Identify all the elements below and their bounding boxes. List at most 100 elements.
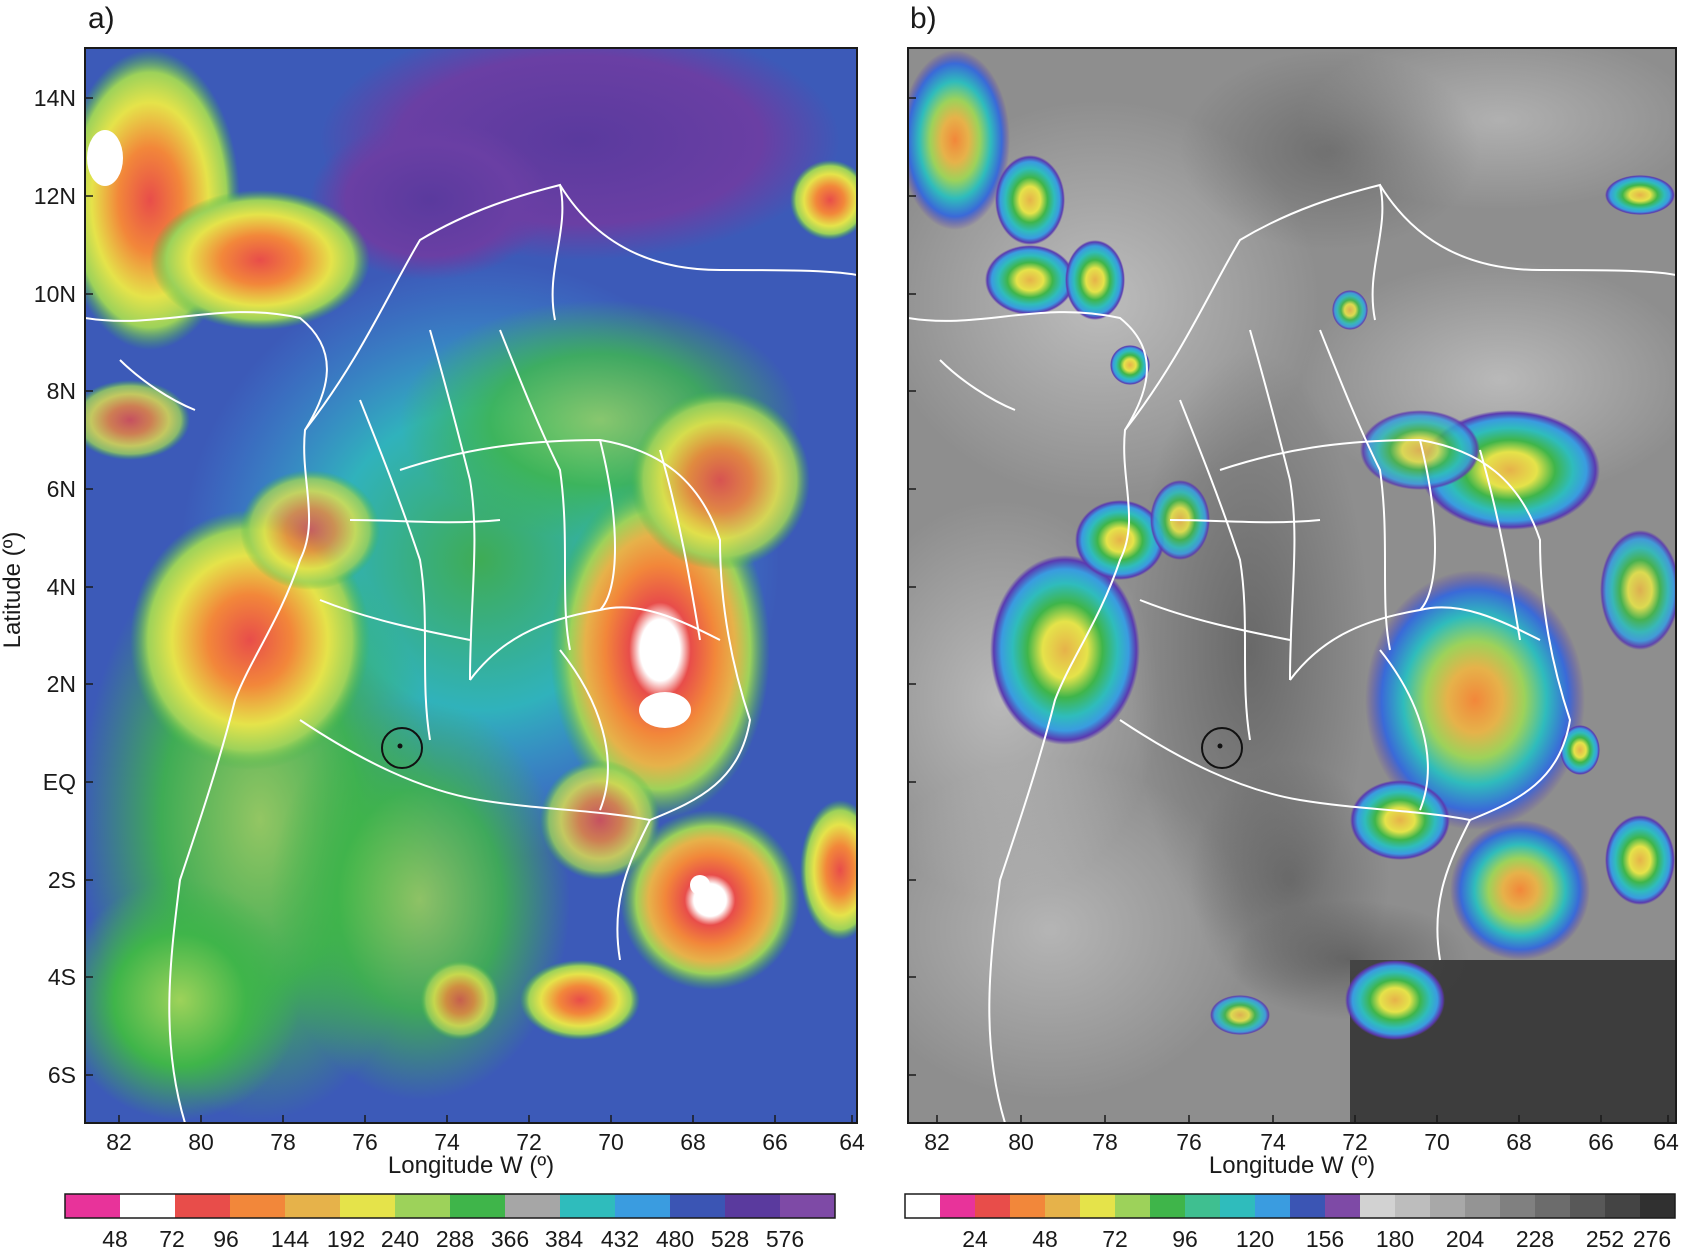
panel-b-colorbar-swatches [905, 1194, 1675, 1218]
colorbar-swatch [230, 1194, 285, 1218]
panel-b-location-dot [1217, 743, 1223, 749]
colorbar-swatch [1395, 1194, 1430, 1218]
panel-a-ytick-label: 2S [48, 867, 76, 893]
panel-a-xtick-label: 74 [434, 1129, 460, 1155]
panel-a-ytick-label: 12N [34, 183, 76, 209]
colorbar-swatch [1010, 1194, 1045, 1218]
panel-a-ytick-label: 10N [34, 281, 76, 307]
panel-a-colorbar-label: 576 [766, 1226, 804, 1249]
colorbar-swatch [1290, 1194, 1325, 1218]
panel-b-xtick-label: 66 [1588, 1129, 1614, 1155]
panel-a-ytick-label: 2N [47, 671, 76, 697]
panel-a-colorbar-label: 144 [271, 1226, 310, 1249]
colorbar-swatch [65, 1194, 120, 1218]
panel-a-colorbar-label: 192 [327, 1226, 365, 1249]
panel-a-tag: a) [88, 2, 115, 35]
panel-b-colorbar-label: 228 [1516, 1226, 1554, 1249]
panel-a-colorbar-label: 240 [381, 1226, 419, 1249]
colorbar-swatch [285, 1194, 340, 1218]
panel-a-colorbar-label: 96 [213, 1226, 239, 1249]
colorbar-swatch [780, 1194, 835, 1218]
colorbar-swatch [395, 1194, 450, 1218]
panel-a-xtick-label: 82 [106, 1129, 132, 1155]
colorbar-swatch [1430, 1194, 1465, 1218]
colorbar-swatch [1640, 1194, 1675, 1218]
panel-a-xtick-label: 66 [762, 1129, 788, 1155]
panel-a-colorbar-label: 384 [545, 1226, 584, 1249]
colorbar-swatch [615, 1194, 670, 1218]
colorbar-swatch [505, 1194, 560, 1218]
colorbar-swatch [1570, 1194, 1605, 1218]
panel-b-xtick-label: 70 [1424, 1129, 1450, 1155]
panel-a-colorbar: 48 72 96 144 192 240 288 366 384 432 480… [64, 1193, 836, 1249]
panel-a-colorbar-label: 48 [102, 1226, 128, 1249]
colorbar-swatch [340, 1194, 395, 1218]
panel-a-borders [85, 183, 857, 1123]
panel-a-ytick-label: 4S [48, 964, 76, 990]
panel-a-ytick-label: 8N [47, 378, 76, 404]
panel-a-xtick-label: 76 [352, 1129, 378, 1155]
panel-b-colorbar-label: 204 [1446, 1226, 1485, 1249]
panel-b-colorbar-label: 156 [1306, 1226, 1344, 1249]
colorbar-swatch [1500, 1194, 1535, 1218]
panel-a-map [85, 48, 857, 1123]
colorbar-swatch [1220, 1194, 1255, 1218]
panel-b-x-ticks: 82 80 78 76 74 72 70 68 66 64 [924, 1115, 1679, 1155]
panel-b-xtick-label: 78 [1092, 1129, 1118, 1155]
panel-a-colorbar-label: 480 [656, 1226, 694, 1249]
panel-a-colorbar-label: 366 [491, 1226, 529, 1249]
panel-a-location-circle [381, 727, 423, 769]
panel-a-colorbar-label: 72 [159, 1226, 185, 1249]
panel-b-colorbar-label: 72 [1102, 1226, 1128, 1249]
colorbar-swatch [975, 1194, 1010, 1218]
colorbar-swatch [1150, 1194, 1185, 1218]
panel-b-map [908, 48, 1676, 1123]
colorbar-swatch [120, 1194, 175, 1218]
panel-a-xtick-label: 72 [516, 1129, 542, 1155]
panel-a-xtick-label: 70 [598, 1129, 624, 1155]
panel-b-tag: b) [910, 2, 937, 35]
panel-a-xlabel: Longitude W (º) [388, 1152, 554, 1179]
panel-a-ytick-label: 6N [47, 476, 76, 502]
panel-b-colorbar-label: 180 [1376, 1226, 1414, 1249]
panel-a-y-ticks: 14N 12N 10N 8N 6N 4N 2N EQ 2S 4S 6S [34, 85, 93, 1088]
panel-a-ylabel: Latitude (º) [0, 532, 26, 649]
colorbar-swatch [725, 1194, 780, 1218]
colorbar-swatch [905, 1194, 940, 1218]
panel-b-colorbar-label: 24 [962, 1226, 988, 1249]
panel-a-xtick-label: 78 [270, 1129, 296, 1155]
panel-b-xlabel: Longitude W (º) [1209, 1152, 1375, 1179]
panel-a-colorbar-label: 432 [601, 1226, 639, 1249]
colorbar-swatch [1465, 1194, 1500, 1218]
colorbar-swatch [1325, 1194, 1360, 1218]
panel-b-colorbar-label: 96 [1172, 1226, 1198, 1249]
panel-b-location-circle [1201, 727, 1243, 769]
panel-a-frame [84, 47, 858, 1124]
colorbar-swatch [1535, 1194, 1570, 1218]
panel-b-xtick-label: 76 [1176, 1129, 1202, 1155]
colorbar-swatch [175, 1194, 230, 1218]
panel-a-colorbar-swatches [65, 1194, 835, 1218]
panel-b-y-ticks [908, 97, 916, 1076]
panel-b-xtick-label: 68 [1506, 1129, 1532, 1155]
panel-a-xtick-label: 64 [839, 1129, 865, 1155]
panel-a-xtick-label: 68 [680, 1129, 706, 1155]
panel-a-ytick-label: 6S [48, 1062, 76, 1088]
panel-a-x-ticks: 82 80 78 76 74 72 70 68 66 64 [106, 1115, 865, 1155]
panel-b-xtick-label: 74 [1260, 1129, 1286, 1155]
panel-b-colorbar: 24 48 72 96 120 156 180 204 228 252 276 [904, 1193, 1676, 1249]
panel-b: b) [904, 2, 1679, 1249]
colorbar-swatch [940, 1194, 975, 1218]
panel-b-xtick-label: 80 [1008, 1129, 1034, 1155]
panel-a-location-dot [397, 743, 403, 749]
panel-b-xtick-label: 82 [924, 1129, 950, 1155]
colorbar-swatch [1115, 1194, 1150, 1218]
panel-b-frame [907, 47, 1677, 1124]
colorbar-swatch [670, 1194, 725, 1218]
panel-b-colorbar-label: 276 [1633, 1226, 1671, 1249]
panel-a-ytick-label: EQ [43, 769, 76, 795]
colorbar-swatch [1605, 1194, 1640, 1218]
panel-b-colorbar-label: 120 [1236, 1226, 1274, 1249]
colorbar-swatch [1185, 1194, 1220, 1218]
